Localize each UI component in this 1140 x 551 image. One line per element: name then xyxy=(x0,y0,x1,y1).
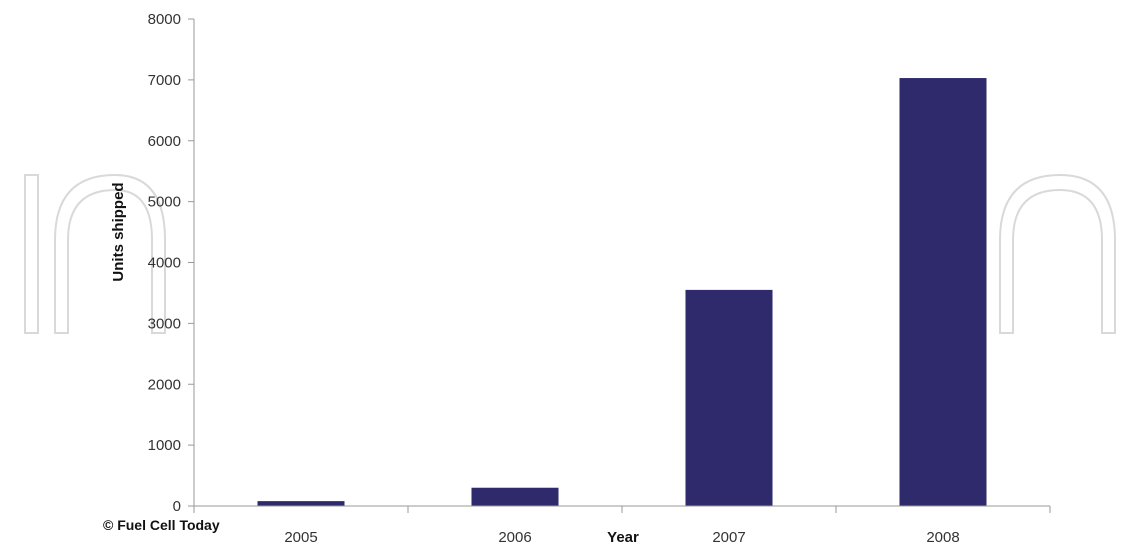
y-tick-label: 8000 xyxy=(148,11,181,28)
watermark-logo xyxy=(24,173,1116,334)
y-tick-label: 7000 xyxy=(148,72,181,89)
x-tick-label: 2006 xyxy=(498,529,531,546)
y-tick-label: 1000 xyxy=(148,437,181,454)
y-axis-tick-labels: 0 1000 2000 3000 4000 5000 6000 7000 8000 xyxy=(148,11,181,515)
y-axis-title: Units shipped xyxy=(110,182,127,281)
bar-2006 xyxy=(471,487,559,506)
x-axis-tick-labels: 2005 2006 2007 2008 xyxy=(284,529,959,546)
x-tick-label: 2008 xyxy=(926,529,959,546)
y-tick-label: 4000 xyxy=(148,255,181,272)
watermark-stroke-n-left xyxy=(54,173,166,334)
watermark-stroke-n-right xyxy=(999,173,1116,334)
bar-2007 xyxy=(685,289,773,506)
x-axis-ticks xyxy=(193,506,1051,513)
source-credit: © Fuel Cell Today xyxy=(103,517,220,533)
y-axis-ticks xyxy=(188,18,194,507)
x-axis-title: Year xyxy=(607,529,639,546)
y-tick-label: 6000 xyxy=(148,133,181,150)
y-tick-label: 3000 xyxy=(148,315,181,332)
watermark-stroke-i xyxy=(24,174,39,334)
x-tick-label: 2005 xyxy=(284,529,317,546)
y-tick-label: 0 xyxy=(173,498,181,515)
bar-2005 xyxy=(257,501,345,506)
x-tick-label: 2007 xyxy=(712,529,745,546)
y-tick-label: 5000 xyxy=(148,194,181,211)
y-tick-label: 2000 xyxy=(148,376,181,393)
bars xyxy=(257,78,987,506)
bar-2008 xyxy=(899,78,987,506)
